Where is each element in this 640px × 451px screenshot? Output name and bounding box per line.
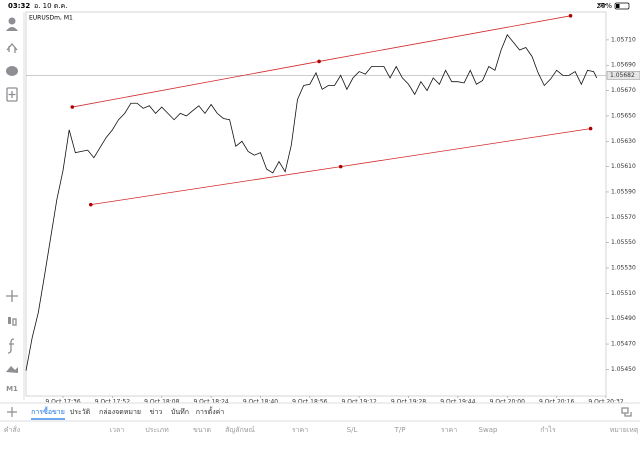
account-icon[interactable]	[8, 17, 16, 25]
trend-point[interactable]	[70, 105, 75, 109]
crosshair-icon[interactable]	[6, 290, 18, 302]
column-header: คำสั่ง	[4, 425, 20, 434]
x-tick-label: 9 Oct 20:32	[588, 399, 623, 406]
trade-icon[interactable]	[6, 42, 18, 53]
plot: 1.05710 1.05690 1.05670 1.05650 1.05630 1.056…	[25, 14, 640, 406]
chat-icon[interactable]	[6, 66, 18, 76]
current-price-box	[606, 71, 640, 80]
status-time: 03:32	[8, 2, 30, 10]
y-tick-label: 1.05690	[611, 62, 636, 69]
x-tick-label: 9 Oct 18:40	[243, 399, 278, 406]
x-tick-label: 9 Oct 20:00	[490, 399, 525, 406]
sidebar-icons[interactable]	[6, 17, 18, 374]
doc-plus[interactable]	[8, 91, 16, 98]
x-tick-label: 9 Oct 17:36	[45, 399, 80, 406]
plot-frame	[25, 11, 607, 397]
doc-icon[interactable]	[6, 87, 18, 102]
trend-point[interactable]	[588, 126, 593, 131]
trend-point[interactable]	[338, 164, 343, 169]
y-tick-label: 1.05550	[611, 239, 636, 246]
y-tick-label: 1.05530	[611, 265, 636, 272]
account-icon-body[interactable]	[6, 27, 18, 31]
tab[interactable]: ประวัติ	[70, 408, 91, 416]
tab[interactable]: กล่องจดหมาย	[99, 408, 141, 416]
y-tick-label: 1.05470	[611, 341, 636, 348]
column-header: เวลา	[110, 426, 125, 434]
battery-level: 26%	[596, 2, 612, 10]
trend-point[interactable]	[88, 202, 93, 207]
x-tick-label: 9 Oct 19:44	[440, 399, 475, 406]
objects-icon[interactable]	[6, 366, 18, 373]
column-header: S/L	[347, 426, 358, 434]
x-tick-label: 9 Oct 18:56	[292, 399, 327, 406]
price-line	[25, 34, 598, 371]
column-header: สัญลักษณ์	[225, 426, 255, 434]
battery-icon	[614, 2, 630, 10]
tab[interactable]: การตั้งค่า	[196, 405, 225, 416]
column-header: กำไร	[540, 425, 556, 434]
status-date: อ. 10 ต.ค.	[34, 2, 67, 10]
x-tick-label: 9 Oct 18:08	[144, 399, 179, 406]
indicator-icon[interactable]	[7, 338, 15, 354]
table-header: คำสั่ง เวลา ประเภท ขนาด สัญลักษณ์ ราคา S/L T/P ร…	[4, 425, 639, 434]
x-tick-label: 9 Oct 17:52	[95, 399, 130, 406]
layout-icon[interactable]	[621, 407, 632, 417]
candle-icon[interactable]	[8, 317, 11, 324]
chart-title: EURUSDm, M1	[29, 15, 73, 22]
y-tick-label: 1.05630	[611, 138, 636, 145]
candle-icon-2[interactable]	[12, 318, 17, 326]
y-tick-label: 1.05590	[611, 188, 636, 195]
tab[interactable]: บันทึก	[171, 407, 189, 416]
wifi-icon	[597, 3, 607, 7]
y-tick-label: 1.05670	[611, 87, 636, 94]
timeframe-button[interactable]: M1	[6, 385, 18, 393]
y-tick-label: 1.05570	[611, 214, 636, 221]
y-tick-label: 1.05490	[611, 315, 636, 322]
y-tick-label: 1.05450	[611, 366, 636, 373]
column-header: ขนาด	[193, 426, 211, 434]
column-header: หมายเหตุ	[610, 426, 639, 434]
x-tick-label: 9 Oct 20:16	[539, 399, 574, 406]
x-tick-label: 9 Oct 19:28	[391, 399, 426, 406]
tab-bar: การซื้อขาย ประวัติ กล่องจดหมาย ข่าว บันทึก กา…	[31, 405, 225, 420]
y-tick-label: 1.05710	[611, 36, 636, 43]
tab[interactable]: ข่าว	[150, 408, 163, 416]
column-header: ประเภท	[145, 426, 169, 434]
column-header: ราคา	[292, 426, 308, 434]
trend-point[interactable]	[568, 14, 573, 18]
y-tick-label: 1.05510	[611, 290, 636, 297]
y-tick-label: 1.05650	[611, 112, 636, 119]
y-tick-label: 1.05610	[611, 163, 636, 170]
column-header: ราคา	[441, 426, 457, 434]
x-tick-label: 9 Oct 18:24	[193, 399, 228, 406]
add-button[interactable]	[7, 407, 17, 417]
tab[interactable]: การซื้อขาย	[31, 405, 65, 416]
battery-fill	[616, 4, 620, 8]
column-header: T/P	[394, 426, 406, 434]
current-price-label: 1.05682	[610, 72, 635, 79]
x-tick-label: 9 Oct 19:12	[342, 399, 377, 406]
trend-point[interactable]	[317, 59, 321, 64]
column-header: Swap	[479, 426, 498, 434]
